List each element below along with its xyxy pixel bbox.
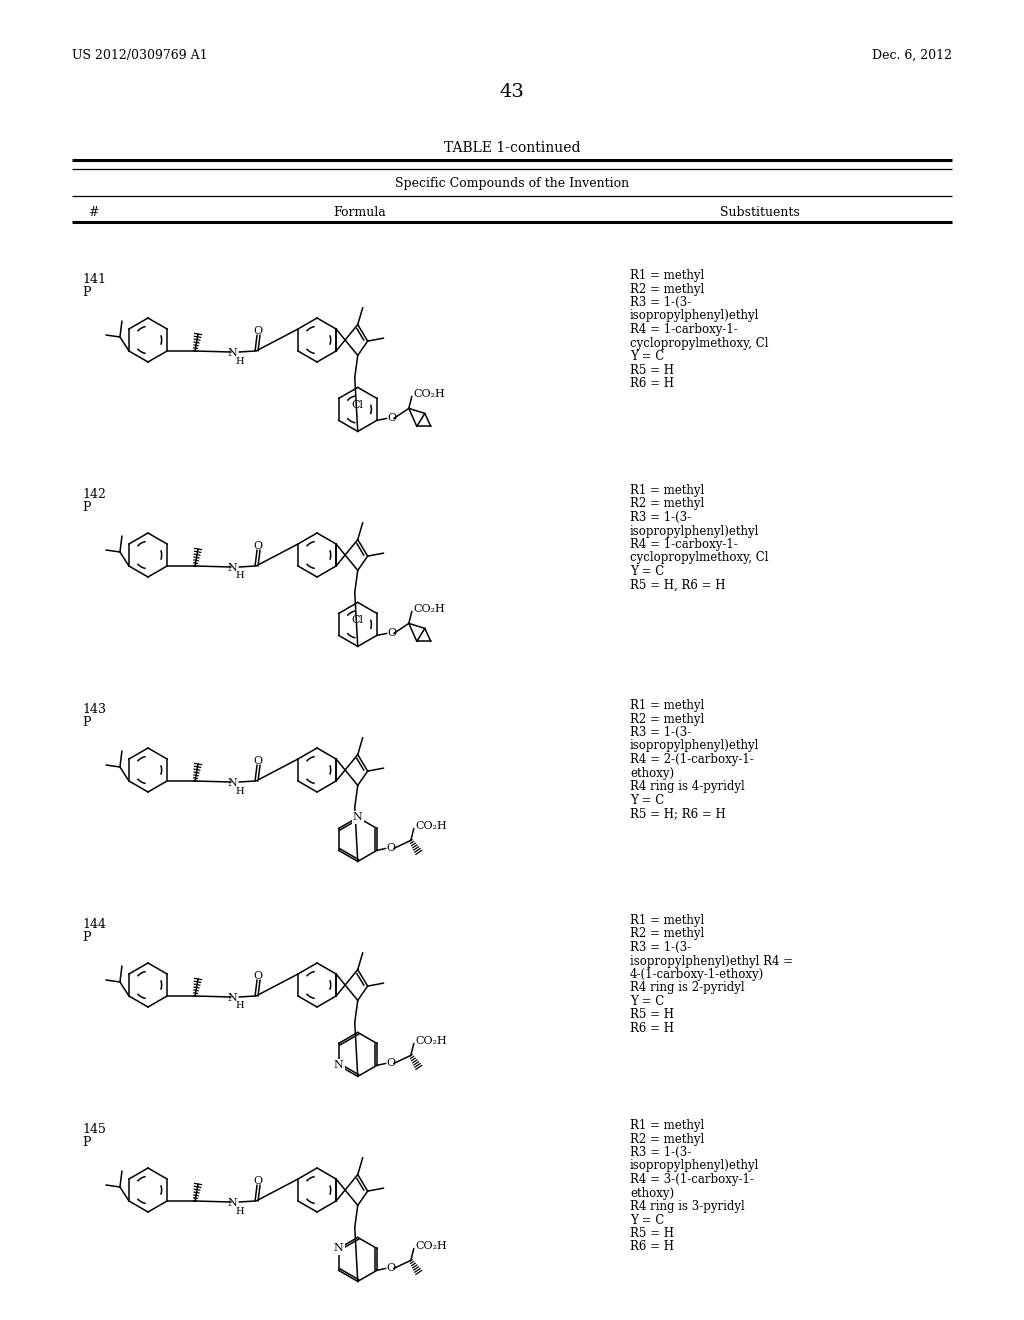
Text: Substituents: Substituents <box>720 206 800 219</box>
Text: P: P <box>82 502 90 513</box>
Text: CO₂H: CO₂H <box>416 1036 447 1047</box>
Text: R3 = 1-(3-: R3 = 1-(3- <box>630 511 691 524</box>
Text: ethoxy): ethoxy) <box>630 767 674 780</box>
Text: R4 ring is 2-pyridyl: R4 ring is 2-pyridyl <box>630 982 744 994</box>
Text: H: H <box>236 1002 245 1011</box>
Text: O: O <box>254 972 262 981</box>
Text: H: H <box>236 787 245 796</box>
Text: N: N <box>334 1060 344 1071</box>
Text: 144: 144 <box>82 917 106 931</box>
Text: O: O <box>254 326 262 337</box>
Text: 4-(1-carboxy-1-ethoxy): 4-(1-carboxy-1-ethoxy) <box>630 968 764 981</box>
Text: Y = C: Y = C <box>630 565 665 578</box>
Text: 145: 145 <box>82 1123 105 1137</box>
Text: R6 = H: R6 = H <box>630 378 674 389</box>
Text: R2 = methyl: R2 = methyl <box>630 498 705 511</box>
Text: N: N <box>227 777 237 788</box>
Text: R3 = 1-(3-: R3 = 1-(3- <box>630 941 691 954</box>
Text: isopropylphenyl)ethyl R4 =: isopropylphenyl)ethyl R4 = <box>630 954 794 968</box>
Text: ethoxy): ethoxy) <box>630 1187 674 1200</box>
Text: cyclopropylmethoxy, Cl: cyclopropylmethoxy, Cl <box>630 337 768 350</box>
Text: R6 = H: R6 = H <box>630 1241 674 1254</box>
Text: R1 = methyl: R1 = methyl <box>630 913 705 927</box>
Text: N: N <box>227 993 237 1003</box>
Text: Y = C: Y = C <box>630 1213 665 1226</box>
Text: O: O <box>254 541 262 550</box>
Text: isopropylphenyl)ethyl: isopropylphenyl)ethyl <box>630 309 760 322</box>
Text: Y = C: Y = C <box>630 350 665 363</box>
Text: R4 = 1-carboxy-1-: R4 = 1-carboxy-1- <box>630 323 737 337</box>
Text: H: H <box>236 356 245 366</box>
Text: O: O <box>387 843 396 854</box>
Text: R1 = methyl: R1 = methyl <box>630 1119 705 1133</box>
Text: Cl: Cl <box>352 400 364 411</box>
Text: R3 = 1-(3-: R3 = 1-(3- <box>630 1146 691 1159</box>
Text: R4 = 2-(1-carboxy-1-: R4 = 2-(1-carboxy-1- <box>630 752 754 766</box>
Text: CO₂H: CO₂H <box>416 821 447 832</box>
Text: Dec. 6, 2012: Dec. 6, 2012 <box>872 49 952 62</box>
Text: R5 = H: R5 = H <box>630 363 674 376</box>
Text: R3 = 1-(3-: R3 = 1-(3- <box>630 726 691 739</box>
Text: CO₂H: CO₂H <box>416 1241 447 1251</box>
Text: R5 = H: R5 = H <box>630 1008 674 1022</box>
Text: R4 ring is 4-pyridyl: R4 ring is 4-pyridyl <box>630 780 744 793</box>
Text: 142: 142 <box>82 488 105 502</box>
Text: R3 = 1-(3-: R3 = 1-(3- <box>630 296 691 309</box>
Text: N: N <box>227 564 237 573</box>
Text: #: # <box>88 206 98 219</box>
Text: R4 = 3-(1-carboxy-1-: R4 = 3-(1-carboxy-1- <box>630 1173 754 1185</box>
Text: 141: 141 <box>82 273 106 286</box>
Text: H: H <box>236 1206 245 1216</box>
Text: R4 ring is 3-pyridyl: R4 ring is 3-pyridyl <box>630 1200 744 1213</box>
Text: N: N <box>227 348 237 358</box>
Text: P: P <box>82 1137 90 1148</box>
Text: O: O <box>254 1176 262 1185</box>
Text: O: O <box>388 413 397 424</box>
Text: cyclopropylmethoxy, Cl: cyclopropylmethoxy, Cl <box>630 552 768 565</box>
Text: CO₂H: CO₂H <box>414 605 445 614</box>
Text: TABLE 1-continued: TABLE 1-continued <box>443 141 581 154</box>
Text: R1 = methyl: R1 = methyl <box>630 484 705 498</box>
Text: P: P <box>82 931 90 944</box>
Text: R4 = 1-carboxy-1-: R4 = 1-carboxy-1- <box>630 539 737 550</box>
Text: Y = C: Y = C <box>630 793 665 807</box>
Text: R5 = H, R6 = H: R5 = H, R6 = H <box>630 578 725 591</box>
Text: N: N <box>353 812 362 822</box>
Text: N: N <box>334 1243 344 1254</box>
Text: R5 = H; R6 = H: R5 = H; R6 = H <box>630 807 726 820</box>
Text: 143: 143 <box>82 704 106 715</box>
Text: P: P <box>82 286 90 300</box>
Text: R6 = H: R6 = H <box>630 1022 674 1035</box>
Text: R2 = methyl: R2 = methyl <box>630 928 705 940</box>
Text: O: O <box>388 628 397 639</box>
Text: R1 = methyl: R1 = methyl <box>630 269 705 282</box>
Text: R1 = methyl: R1 = methyl <box>630 700 705 711</box>
Text: Y = C: Y = C <box>630 995 665 1008</box>
Text: O: O <box>387 1059 396 1068</box>
Text: N: N <box>227 1199 237 1208</box>
Text: isopropylphenyl)ethyl: isopropylphenyl)ethyl <box>630 524 760 537</box>
Text: isopropylphenyl)ethyl: isopropylphenyl)ethyl <box>630 739 760 752</box>
Text: R5 = H: R5 = H <box>630 1228 674 1239</box>
Text: CO₂H: CO₂H <box>414 389 445 400</box>
Text: R2 = methyl: R2 = methyl <box>630 282 705 296</box>
Text: P: P <box>82 715 90 729</box>
Text: H: H <box>236 572 245 581</box>
Text: US 2012/0309769 A1: US 2012/0309769 A1 <box>72 49 208 62</box>
Text: Formula: Formula <box>334 206 386 219</box>
Text: R2 = methyl: R2 = methyl <box>630 1133 705 1146</box>
Text: R2 = methyl: R2 = methyl <box>630 713 705 726</box>
Text: Specific Compounds of the Invention: Specific Compounds of the Invention <box>395 177 629 190</box>
Text: O: O <box>254 756 262 766</box>
Text: isopropylphenyl)ethyl: isopropylphenyl)ethyl <box>630 1159 760 1172</box>
Text: 43: 43 <box>500 83 524 102</box>
Text: Cl: Cl <box>352 615 364 626</box>
Text: O: O <box>387 1263 396 1274</box>
